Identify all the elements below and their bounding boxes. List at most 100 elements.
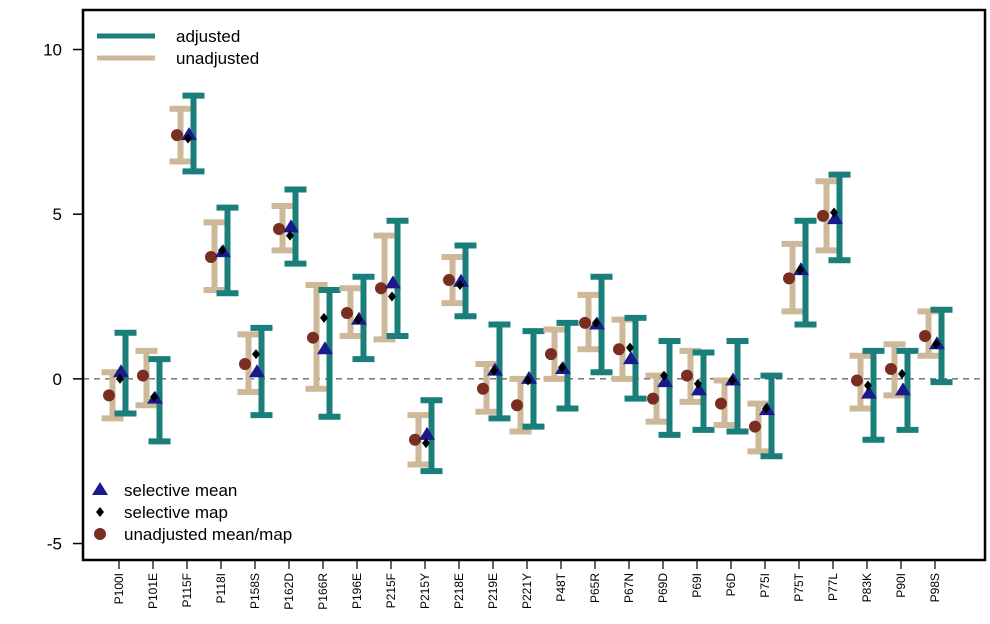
unadjusted-point-P100I [103, 389, 115, 402]
legend-label-adjusted: adjusted [176, 27, 240, 46]
y-tick-label: 0 [53, 370, 62, 389]
selective-map-point-P118I [218, 245, 226, 256]
selective-map-point-P101E [150, 391, 158, 402]
adjusted-interval-P75I [760, 372, 783, 460]
unadjusted-point-P101E [137, 369, 149, 382]
adjusted-interval-P215F [386, 217, 409, 340]
adjusted-interval-P115F [182, 92, 205, 175]
unadjusted-point-P90I [885, 362, 897, 375]
x-tick-label: P67N [622, 573, 636, 603]
unadjusted-point-P48T [545, 348, 557, 361]
selective-map-point-P65R [592, 317, 600, 328]
selective-map-point-P115F [184, 133, 192, 144]
unadjusted-point-P67N [613, 343, 625, 356]
unadjusted-point-P162D [273, 223, 285, 236]
legend-marker-selective-map [96, 507, 104, 517]
x-axis: P100I P101E P115F P118I P158S P162D P166R P196E… [112, 560, 942, 610]
selective-mean-point-P77L [827, 211, 843, 225]
unadjusted-point-P218E [443, 274, 455, 287]
x-tick-label: P75I [758, 573, 772, 598]
x-tick-label: P69D [656, 573, 670, 603]
adjusted-interval-P67N [624, 314, 647, 402]
selective-mean-point-P215F [385, 275, 401, 289]
selective-map-point-P75T [796, 265, 804, 276]
plot-frame [81, 8, 987, 562]
x-tick-label: P90I [894, 573, 908, 598]
selective-map-point-P98S [932, 339, 940, 350]
selective-map-point-P77L [830, 207, 838, 218]
x-tick-label: P196E [350, 573, 364, 609]
x-tick-label: P77L [826, 573, 840, 601]
adjusted-interval-P69D [658, 337, 681, 438]
selective-map-point-P67N [626, 342, 634, 353]
selective-map-point-P215F [388, 291, 396, 302]
x-tick-label: P75T [792, 572, 806, 601]
y-tick-label: 10 [43, 41, 62, 60]
unadjusted-point-P69D [647, 392, 659, 405]
adjusted-interval-P196E [352, 273, 375, 363]
selective-map-point-P48T [558, 362, 566, 373]
x-tick-label: P100I [112, 573, 126, 604]
selective-mean-point-P162D [283, 219, 299, 233]
unadjusted-point-P65R [579, 316, 591, 329]
legend-label-unadjusted-mean-map: unadjusted mean/map [124, 525, 292, 544]
selective-mean-point-P158S [249, 364, 265, 378]
selective-map-point-P75I [762, 403, 770, 414]
x-tick-label: P215Y [418, 573, 432, 609]
selective-map-point-P166R [320, 312, 328, 323]
adjusted-interval-P158S [250, 324, 273, 419]
x-tick-label: P219E [486, 573, 500, 609]
selective-map-point-P219E [490, 365, 498, 376]
y-tick-label: 5 [53, 205, 62, 224]
selective-map-point-P69D [660, 370, 668, 381]
legend-marker-selective-mean [92, 482, 108, 495]
selective-mean-point-P166R [317, 341, 333, 355]
selective-map-point-P221Y [524, 375, 532, 386]
y-tick-label: -5 [47, 535, 62, 554]
estimate-points-layer [103, 127, 945, 449]
legend-bottom: selective mean selective map unadjusted me… [92, 481, 292, 544]
unadjusted-point-P196E [341, 306, 353, 319]
x-tick-label: P221Y [520, 573, 534, 609]
legend-top: adjusted unadjusted [97, 27, 259, 68]
unadjusted-point-P215F [375, 282, 387, 295]
unadjusted-point-P118I [205, 251, 217, 264]
adjusted-interval-P218E [454, 242, 477, 320]
unadjusted-point-P75T [783, 272, 795, 285]
adjusted-interval-P162D [284, 186, 307, 267]
selective-map-point-P215Y [422, 438, 430, 449]
selective-mean-point-P100I [113, 364, 129, 378]
unadjusted-point-P69I [681, 369, 693, 382]
selective-map-point-P100I [116, 373, 124, 384]
x-tick-label: P162D [282, 573, 296, 610]
error-bars-layer [101, 92, 953, 475]
selective-mean-point-P83K [861, 385, 877, 399]
legend-label-selective-map: selective map [124, 503, 228, 522]
x-tick-label: P166R [316, 573, 330, 610]
selective-map-point-P69I [694, 378, 702, 389]
unadjusted-point-P158S [239, 358, 251, 371]
selective-mean-point-P67N [623, 351, 639, 365]
x-tick-label: P6D [724, 573, 738, 597]
selective-mean-point-P69D [657, 374, 673, 388]
adjusted-interval-P77L [828, 171, 851, 264]
legend-label-selective-mean: selective mean [124, 481, 237, 500]
unadjusted-point-P6D [715, 397, 727, 410]
x-tick-label: P158S [248, 573, 262, 609]
adjusted-interval-P48T [556, 319, 579, 412]
unadjusted-point-P77L [817, 209, 829, 222]
x-tick-label: P69I [690, 573, 704, 598]
selective-map-point-P196E [354, 314, 362, 325]
unadjusted-point-P75I [749, 420, 761, 433]
selective-mean-point-P69I [691, 382, 707, 396]
selective-map-point-P162D [286, 230, 294, 241]
unadjusted-point-P215Y [409, 433, 421, 446]
selective-map-point-P83K [864, 380, 872, 391]
selective-mean-point-P215Y [419, 426, 435, 440]
x-tick-label: P98S [928, 573, 942, 602]
unadjusted-point-P221Y [511, 399, 523, 412]
legend-marker-unadjusted [94, 528, 106, 540]
adjusted-interval-P6D [726, 337, 749, 435]
x-tick-label: P83K [860, 573, 874, 602]
